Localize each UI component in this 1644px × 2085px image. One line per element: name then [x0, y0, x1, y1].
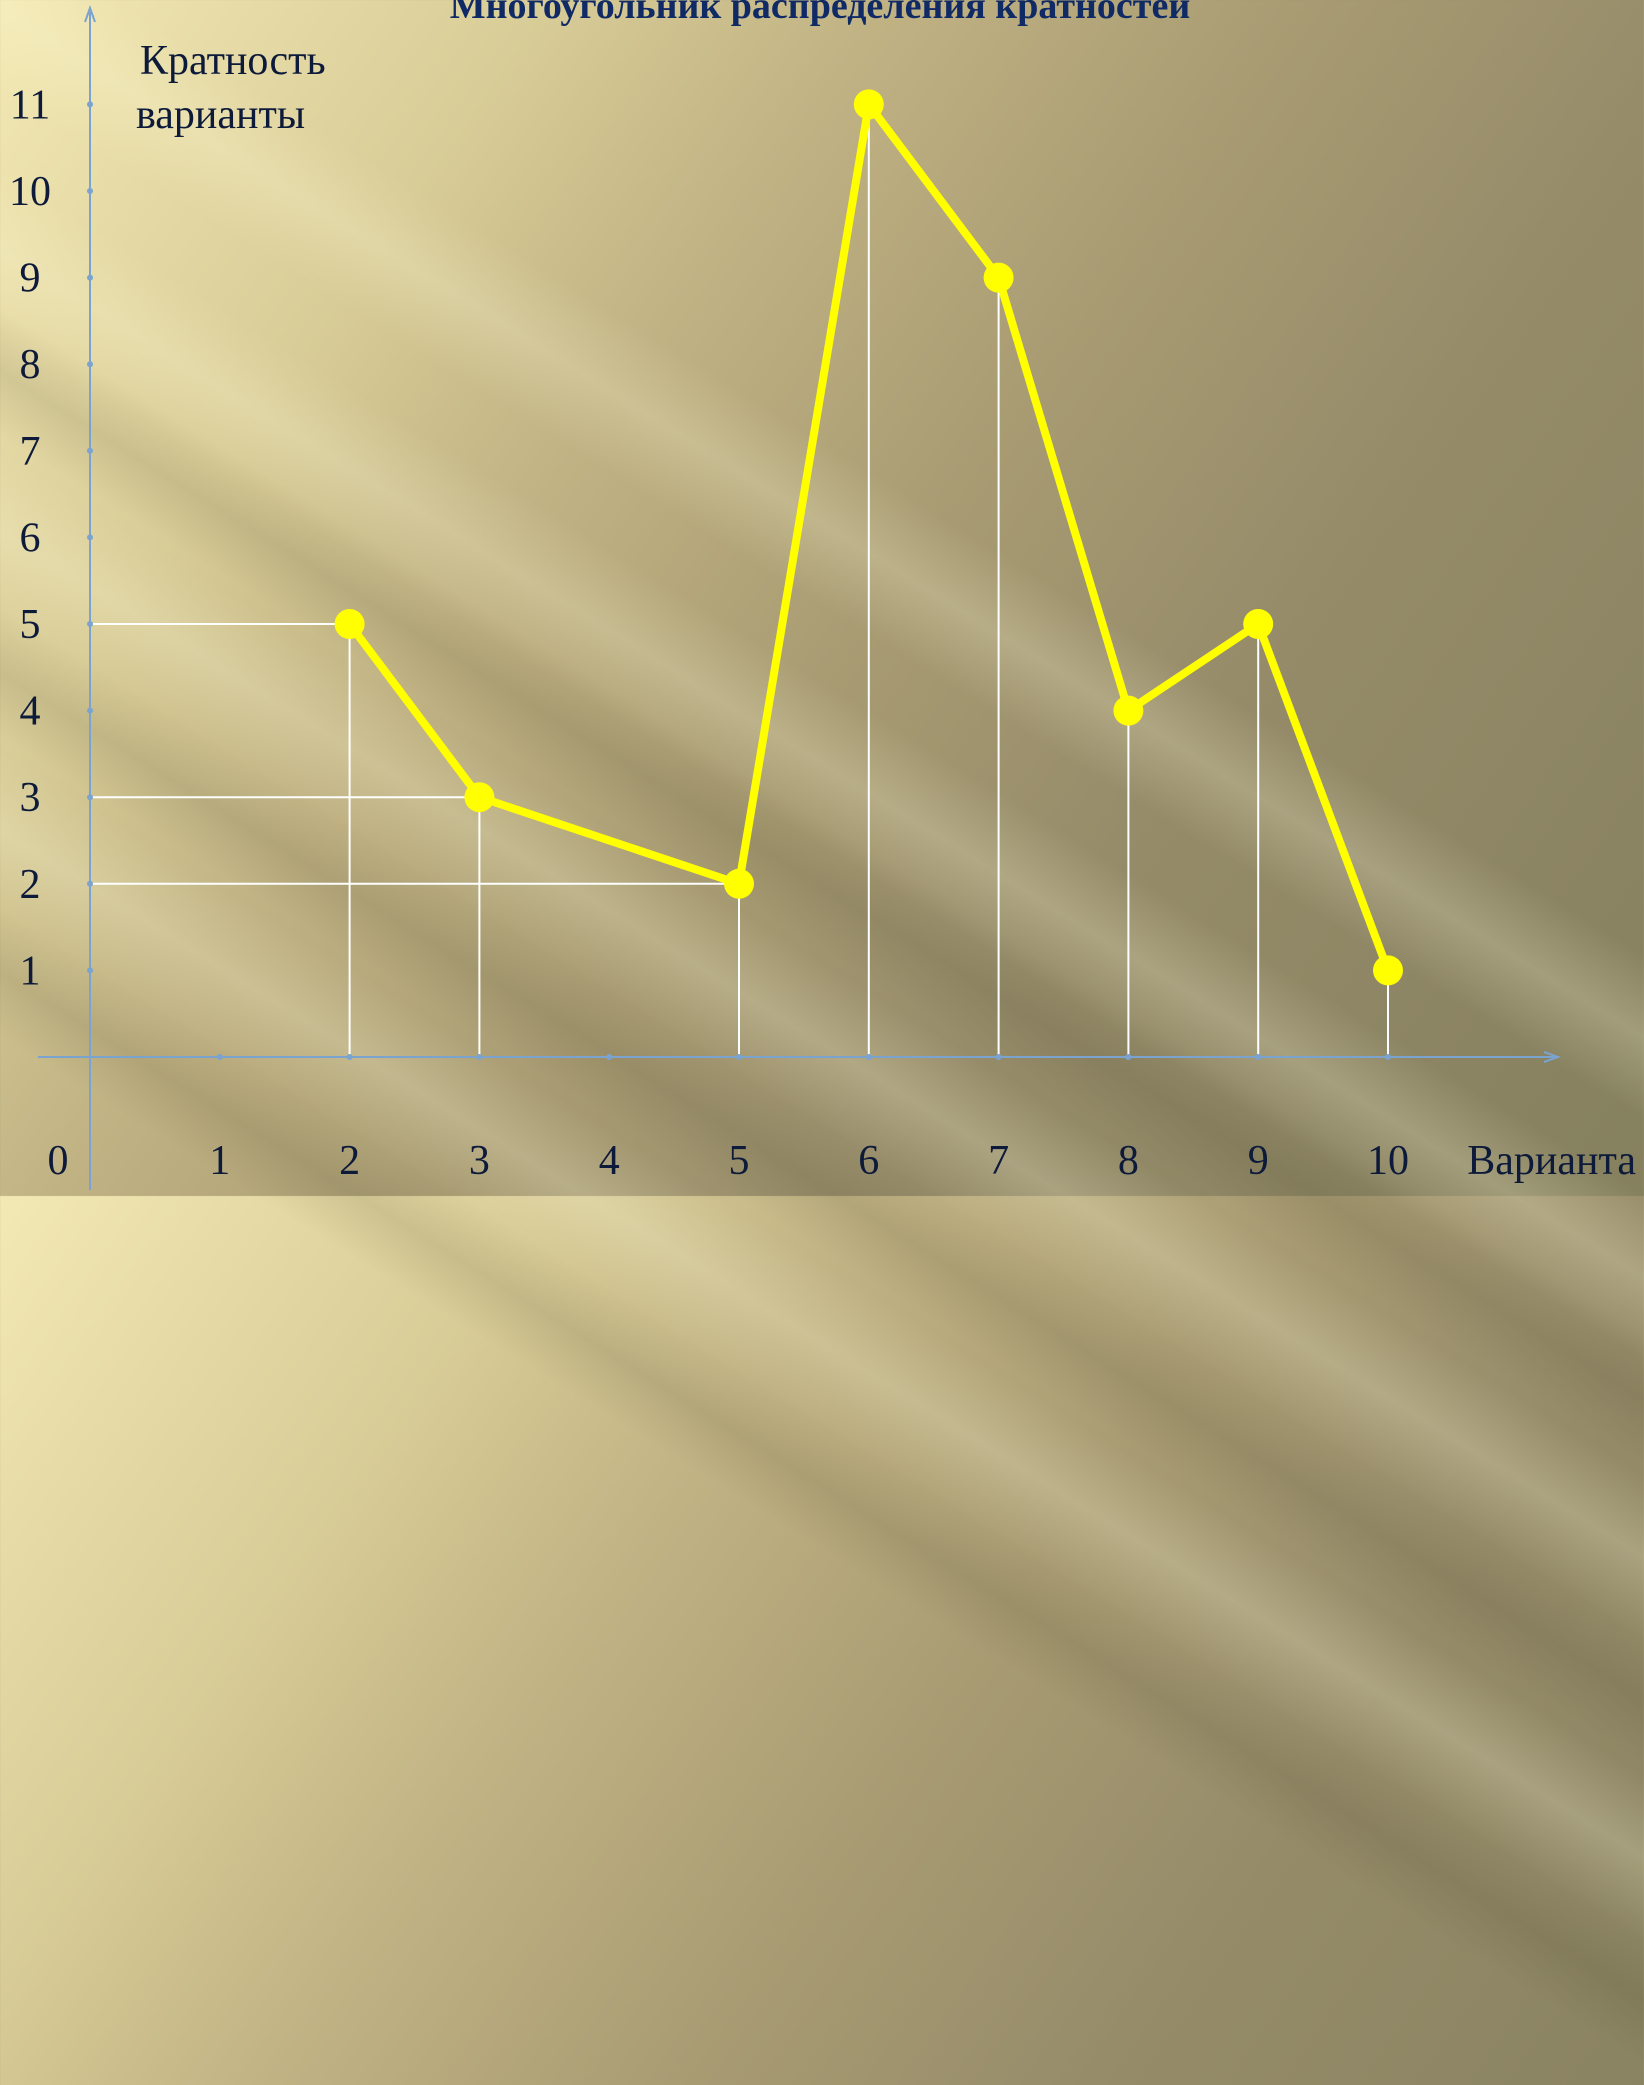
y-tick-mark: [87, 447, 93, 454]
data-point-marker: [1243, 609, 1274, 639]
x-axis-arrow: [1543, 1051, 1561, 1063]
data-point-marker: [334, 609, 365, 639]
x-tick-label: 2: [339, 1138, 360, 1184]
data-point-marker: [464, 782, 495, 813]
data-point-marker: [1373, 955, 1403, 986]
y-tick-mark: [87, 967, 93, 974]
x-tick-mark: [346, 1054, 353, 1060]
x-tick-label: 7: [988, 1138, 1009, 1184]
y-tick-label: 3: [20, 775, 41, 821]
x-tick-mark: [216, 1054, 223, 1060]
labels: Многоугольник распределения кратностей К…: [9, 0, 1636, 1184]
y-axis-arrow: [84, 5, 96, 23]
y-tick-label: 6: [20, 515, 41, 561]
guide-lines: [90, 104, 1389, 1057]
y-tick-label: 1: [20, 948, 41, 994]
y-tick-label: 2: [20, 862, 41, 908]
y-axis-label-line1: Кратность: [140, 38, 326, 84]
y-tick-mark: [87, 101, 93, 108]
x-tick-label: 1: [209, 1138, 230, 1184]
x-tick-mark: [606, 1054, 613, 1060]
y-tick-mark: [87, 707, 93, 714]
y-tick-mark: [87, 621, 93, 627]
y-tick-mark: [87, 534, 93, 541]
x-tick-mark: [1125, 1054, 1132, 1060]
x-tick-label: 6: [858, 1138, 879, 1184]
frequency-polygon-chart: Многоугольник распределения кратностей К…: [9, 0, 1636, 1190]
y-tick-label: 4: [20, 689, 41, 735]
x-axis-label: Варианта: [1467, 1138, 1636, 1184]
x-tick-label: 10: [1367, 1138, 1409, 1184]
y-tick-label: 8: [20, 342, 41, 388]
x-tick-label: 4: [599, 1138, 620, 1184]
x-tick-mark: [736, 1054, 742, 1060]
y-tick-label: 9: [20, 256, 41, 302]
x-tick-label: 5: [729, 1138, 750, 1184]
x-tick-label: 9: [1248, 1138, 1269, 1184]
y-tick-mark: [87, 361, 93, 368]
y-axis-label-line2: варианты: [136, 92, 305, 138]
data-point-marker: [983, 262, 1014, 293]
series-line: [345, 100, 1392, 975]
y-tick-label: 7: [20, 429, 41, 475]
data-point-marker: [724, 868, 754, 899]
axes: [38, 5, 1561, 1190]
x-tick-mark: [1255, 1054, 1262, 1060]
y-tick-mark: [87, 188, 93, 194]
x-tick-mark: [865, 1054, 872, 1060]
data-point-marker: [853, 89, 884, 120]
origin-label: 0: [48, 1138, 69, 1184]
data-point-marker: [1113, 695, 1144, 726]
chart-title: Многоугольник распределения кратностей: [450, 0, 1190, 27]
data-series: [334, 89, 1403, 986]
y-tick-mark: [87, 274, 93, 281]
y-tick-mark: [87, 794, 93, 801]
x-tick-label: 8: [1118, 1138, 1139, 1184]
x-tick-mark: [1385, 1054, 1391, 1060]
y-tick-label: 5: [20, 602, 41, 648]
y-tick-label: 10: [9, 169, 51, 215]
x-tick-mark: [476, 1054, 483, 1060]
y-tick-label: 11: [10, 82, 50, 128]
x-tick-label: 3: [469, 1138, 490, 1184]
y-tick-mark: [87, 880, 93, 887]
x-tick-mark: [995, 1054, 1002, 1060]
